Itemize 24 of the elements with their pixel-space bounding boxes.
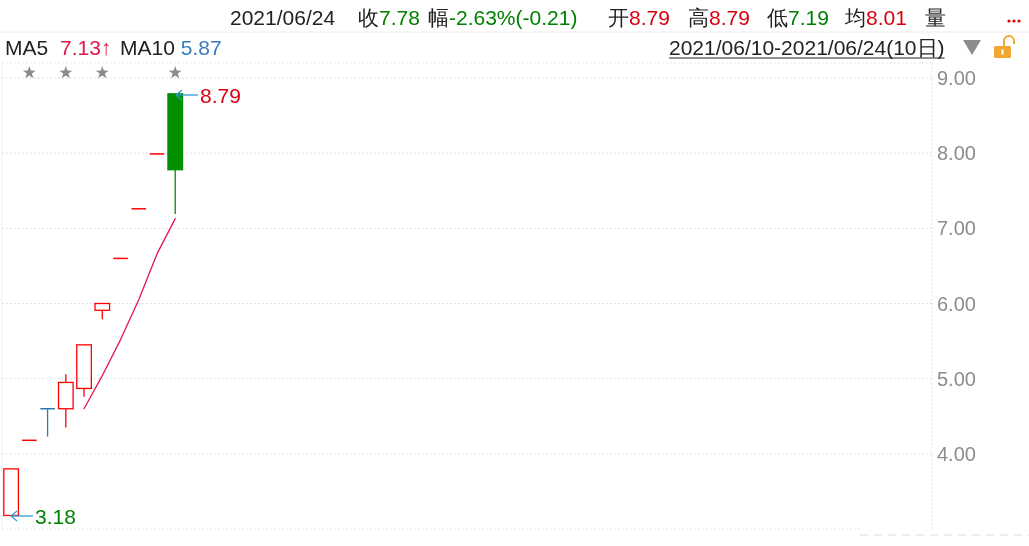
- annotation: 3.18: [35, 504, 76, 528]
- y-tick-label: 6.00: [937, 292, 976, 315]
- text: 低7.19: [767, 5, 829, 29]
- y-tick-label: 4.00: [937, 442, 976, 465]
- y-tick-label: 8.00: [937, 142, 976, 165]
- text: 2021/06/24: [230, 5, 336, 29]
- text: MA5: [5, 35, 49, 59]
- annotation: 8.79: [200, 83, 241, 107]
- text: 量: [925, 5, 946, 29]
- text: 7.13↑: [60, 35, 112, 59]
- text: 开8.79: [608, 5, 670, 29]
- candlestick: [3, 468, 20, 517]
- text: 均8.01: [844, 5, 907, 29]
- y-tick-label: 9.00: [937, 67, 976, 90]
- y-tick-label: 5.00: [937, 367, 976, 390]
- text: 收7.78: [358, 5, 420, 29]
- candlestick: [167, 93, 184, 215]
- text: MA10 5.87: [120, 35, 222, 59]
- text: 幅-2.63%(-0.21): [428, 5, 578, 29]
- candlestick: [76, 344, 92, 398]
- text: 高8.79: [688, 5, 750, 29]
- text: 2021/06/10-2021/06/24(10日): [669, 35, 945, 59]
- y-tick-label: 7.00: [937, 217, 976, 240]
- line-series: [83, 217, 176, 410]
